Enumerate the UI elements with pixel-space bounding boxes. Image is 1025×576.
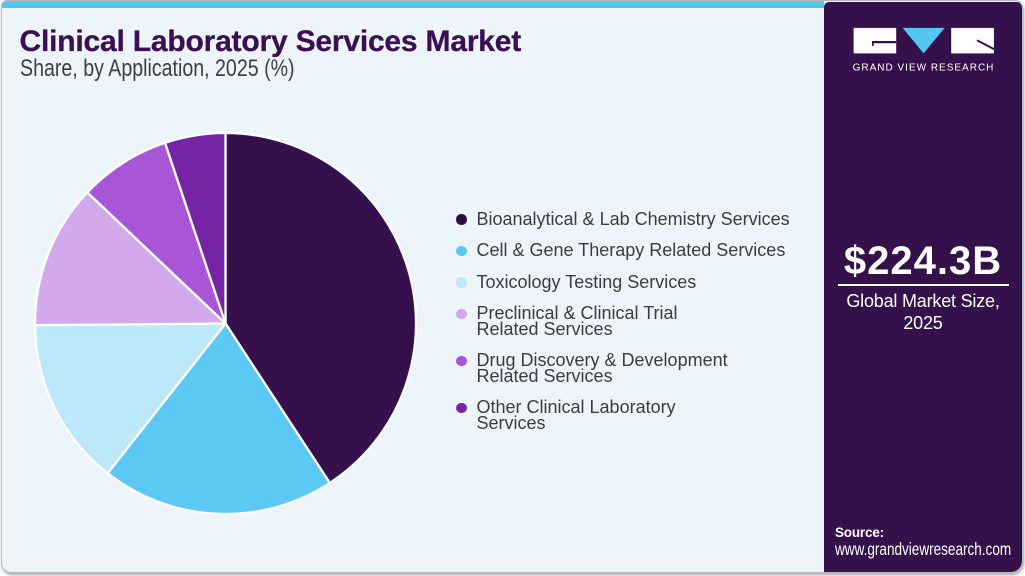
svg-text:GRAND VIEW RESEARCH: GRAND VIEW RESEARCH	[853, 63, 995, 74]
